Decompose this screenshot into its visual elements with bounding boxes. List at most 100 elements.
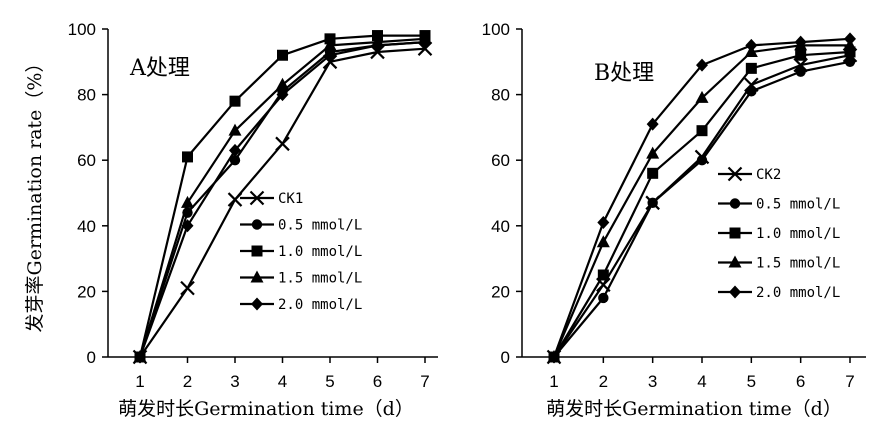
data-point [646, 146, 660, 159]
y-tick-label: 80 [491, 86, 510, 105]
x-tick-label: 5 [747, 372, 756, 391]
data-point [277, 49, 288, 61]
y-tick-label: 0 [87, 348, 96, 367]
y-tick-label: 40 [77, 217, 96, 236]
data-point [597, 216, 610, 230]
x-tick-label: 3 [648, 372, 657, 391]
data-point [323, 38, 337, 51]
data-point [182, 151, 193, 163]
data-point [228, 123, 242, 136]
data-point [597, 269, 609, 281]
data-point [746, 86, 757, 97]
data-point [598, 292, 609, 304]
data-point [696, 125, 708, 137]
x-tick-label: 4 [697, 372, 706, 391]
legend-label: 2.0 mmol/L [278, 297, 362, 313]
data-point [596, 235, 610, 248]
data-point [548, 350, 560, 364]
y-tick-label: 40 [491, 217, 510, 236]
series-diamond [134, 35, 431, 364]
x-tick-label: 1 [549, 372, 558, 391]
data-point [276, 88, 289, 102]
data-point [229, 143, 241, 157]
data-point [695, 90, 709, 103]
legend: CK2 0.5 mmol/L 1.0 mmol/L 1.5 mmol/L 2.0 mmo… [718, 166, 840, 301]
data-point [745, 38, 758, 52]
y-tick-label: 100 [482, 20, 510, 39]
legend-item: CK2 [718, 166, 781, 183]
legend-marker [251, 219, 263, 230]
y-axis-label: 发芽率Germination rate（%） [24, 54, 46, 333]
series-circle [548, 56, 856, 363]
x-tick-label: 2 [183, 372, 192, 391]
y-tick-label: 20 [491, 282, 510, 301]
data-point [181, 219, 194, 233]
x-axis-label: 萌发时长Germination time（d） [546, 398, 842, 420]
data-point [275, 136, 290, 152]
series-diamond [548, 32, 856, 364]
x-tick-label: 2 [599, 372, 608, 391]
legend-item: 1.5 mmol/L [718, 255, 840, 272]
y-tick-label: 60 [491, 151, 510, 170]
legend-marker [729, 198, 741, 209]
legend-label: 0.5 mmol/L [756, 197, 840, 213]
panel-title: A处理 [129, 56, 190, 81]
data-point [229, 155, 241, 166]
legend-marker [728, 255, 742, 268]
x-tick-label: 5 [325, 372, 334, 391]
legend-label: CK1 [278, 191, 303, 207]
data-point [276, 77, 289, 90]
data-point [371, 38, 384, 52]
data-point [181, 195, 194, 208]
y-tick-label: 0 [501, 348, 510, 367]
legend-label: 1.0 mmol/L [756, 226, 840, 242]
legend-marker [729, 227, 741, 239]
legend-label: 2.0 mmol/L [756, 285, 840, 301]
panel-title: B处理 [594, 61, 654, 86]
data-point [844, 46, 856, 58]
x-tick-label: 6 [373, 372, 382, 391]
legend-item: 1.0 mmol/L [718, 226, 840, 242]
data-point [646, 117, 659, 131]
legend-item: 2.0 mmol/L [240, 297, 362, 313]
legend: CK1 0.5 mmol/L 1.0 mmol/L 1.5 mmol/L 2.0 mmo… [240, 190, 362, 313]
data-point [647, 197, 658, 209]
y-tick-label: 80 [77, 86, 96, 105]
data-point [795, 66, 806, 77]
legend-label: 1.0 mmol/L [278, 244, 362, 260]
legend-label: 0.5 mmol/L [278, 218, 362, 234]
x-tick-label: 3 [230, 372, 239, 391]
y-tick-label: 100 [68, 20, 96, 39]
legend-item: 0.5 mmol/L [240, 218, 362, 234]
legend-marker [249, 190, 265, 206]
x-tick-label: 1 [135, 372, 144, 391]
data-point [844, 32, 856, 46]
data-point [324, 48, 336, 62]
legend-marker [729, 285, 741, 299]
x-axis-label: 萌发时长Germination time（d） [118, 398, 414, 420]
data-point [647, 167, 659, 179]
data-point [745, 62, 757, 74]
legend-label: 1.5 mmol/L [756, 256, 840, 272]
x-tick-label: 4 [278, 372, 287, 391]
data-point [795, 49, 807, 61]
y-tick-label: 20 [77, 282, 96, 301]
legend-marker [251, 297, 263, 311]
legend-item: 1.0 mmol/L [240, 244, 362, 260]
legend-marker [727, 166, 743, 182]
legend-marker [250, 270, 264, 283]
x-tick-label: 7 [845, 372, 854, 391]
legend-label: 1.5 mmol/L [278, 271, 362, 287]
data-point [696, 155, 708, 166]
data-point [229, 95, 241, 107]
data-point [134, 350, 146, 364]
data-point [794, 35, 807, 49]
x-tick-label: 7 [420, 372, 429, 391]
legend-item: 0.5 mmol/L [718, 197, 840, 213]
legend-marker [251, 245, 263, 257]
data-point [696, 58, 708, 72]
legend-item: CK1 [240, 190, 303, 207]
data-point [844, 56, 856, 67]
